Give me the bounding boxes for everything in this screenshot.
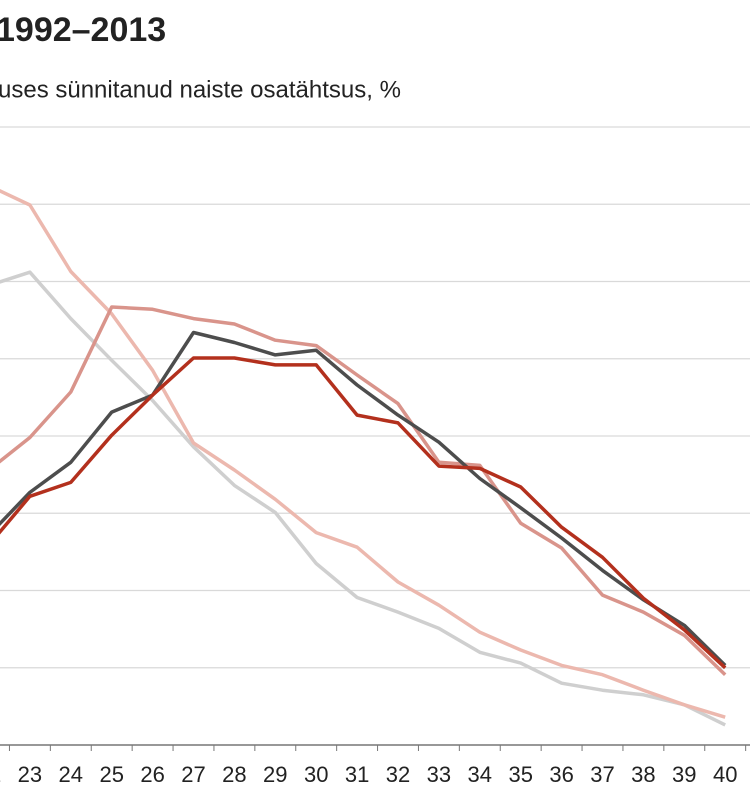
x-tick-label: 32	[386, 762, 410, 787]
x-tick-label: 37	[590, 762, 614, 787]
x-tick-label: 24	[59, 762, 83, 787]
x-tick-label: 23	[18, 762, 42, 787]
x-tick-label: 36	[549, 762, 573, 787]
x-tick-label: 34	[468, 762, 492, 787]
x-tick-label: 30	[304, 762, 328, 787]
x-tick-label: 40	[713, 762, 737, 787]
x-tick-label: 26	[140, 762, 164, 787]
x-tick-label: 25	[99, 762, 123, 787]
x-tick-label: 29	[263, 762, 287, 787]
x-tick-label: 38	[631, 762, 655, 787]
chart-subtitle: uses sünnitanud naiste osatähtsus, %	[0, 76, 401, 103]
chart-title: 1992–2013	[0, 11, 166, 49]
x-tick-label: 33	[427, 762, 451, 787]
series-line	[0, 270, 726, 727]
series-line	[0, 305, 727, 676]
x-tick-label: 31	[345, 762, 369, 787]
x-tick-label: 27	[181, 762, 205, 787]
series-line	[0, 330, 727, 667]
x-tick-label: 35	[508, 762, 532, 787]
x-tick-label: 39	[672, 762, 696, 787]
series-line	[0, 356, 727, 670]
x-tick-label: 28	[222, 762, 246, 787]
series-line	[0, 188, 726, 719]
x-tick-label: 22	[0, 762, 1, 787]
